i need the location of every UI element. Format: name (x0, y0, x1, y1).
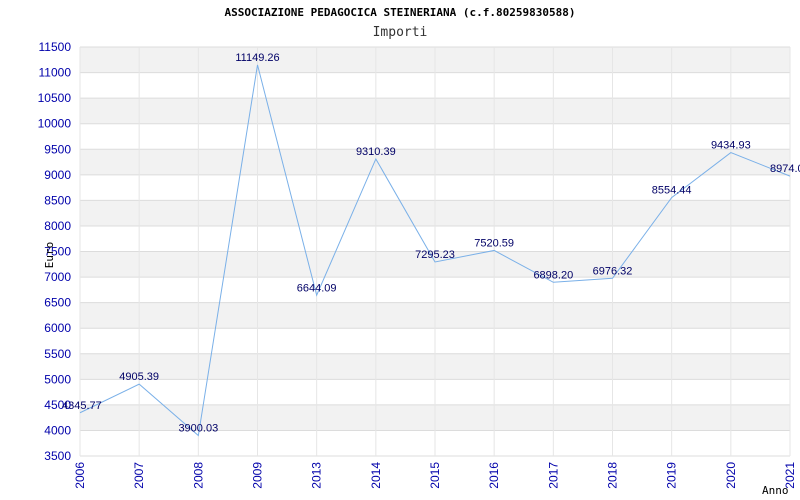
y-tick-label: 4500 (44, 398, 71, 412)
x-tick-label: 2007 (132, 462, 146, 489)
y-tick-label: 8500 (44, 193, 71, 207)
y-tick-label: 11000 (39, 66, 72, 80)
data-label: 9310.39 (356, 146, 396, 158)
y-tick-label: 8000 (44, 219, 71, 233)
data-label: 6898.20 (533, 269, 573, 281)
data-label: 11149.26 (235, 52, 279, 64)
x-tick-label: 2009 (251, 462, 265, 489)
x-tick-label: 2008 (191, 462, 205, 489)
y-tick-label: 11500 (39, 40, 72, 54)
y-tick-label: 7000 (44, 270, 71, 284)
x-tick-label: 2020 (724, 462, 738, 489)
y-tick-label: 4000 (44, 423, 71, 437)
y-tick-label: 6000 (44, 321, 71, 335)
y-axis-ticks: 3500 4000 4500 5000 5500 6000 6500 7000 7500 8000… (38, 40, 72, 463)
x-axis-ticks: 2006 2007 2008 2009 2013 2014 2015 2016 2017 2018… (73, 462, 797, 489)
series-line (79, 64, 791, 437)
y-tick-label: 9000 (44, 168, 71, 182)
x-tick-label: 2018 (606, 462, 620, 489)
x-axis-label: Anno (762, 484, 789, 497)
data-labels: 4345.77 4905.39 3900.03 11149.26 6644.09 9310… (62, 52, 800, 435)
data-label: 9434.93 (711, 140, 751, 152)
y-axis-label: Euro (43, 242, 56, 269)
y-tick-label: 9500 (44, 142, 71, 156)
data-label: 6644.09 (297, 282, 337, 294)
y-tick-label: 5000 (44, 372, 71, 386)
data-label: 8554.44 (652, 185, 692, 197)
data-label: 3900.03 (178, 423, 218, 435)
data-label: 4905.39 (119, 371, 159, 383)
y-tick-label: 10500 (38, 91, 72, 105)
x-tick-label: 2016 (487, 462, 501, 489)
grid-lines (79, 46, 791, 457)
data-label: 6976.32 (593, 265, 633, 277)
x-tick-label: 2017 (546, 462, 560, 489)
x-tick-label: 2006 (73, 462, 87, 489)
x-tick-label: 2015 (428, 462, 442, 489)
data-label: 7520.59 (474, 237, 514, 249)
data-label: 8974.0 (770, 163, 800, 175)
y-tick-label: 5500 (44, 347, 71, 361)
y-tick-label: 3500 (44, 449, 71, 463)
data-label: 4345.77 (62, 400, 102, 412)
y-tick-label: 6500 (44, 296, 71, 310)
chart-title: ASSOCIAZIONE PEDAGOCICA STEINERIANA (c.f… (224, 6, 576, 19)
chart-subtitle: Importi (372, 25, 428, 40)
data-label: 7295.23 (415, 249, 455, 261)
y-tick-label: 10000 (38, 117, 72, 131)
x-tick-label: 2019 (665, 462, 679, 489)
x-tick-label: 2014 (369, 462, 383, 489)
x-tick-label: 2013 (310, 462, 324, 489)
y-tick-label: 7500 (44, 245, 71, 259)
x-tick-label: 2021 (783, 462, 797, 489)
